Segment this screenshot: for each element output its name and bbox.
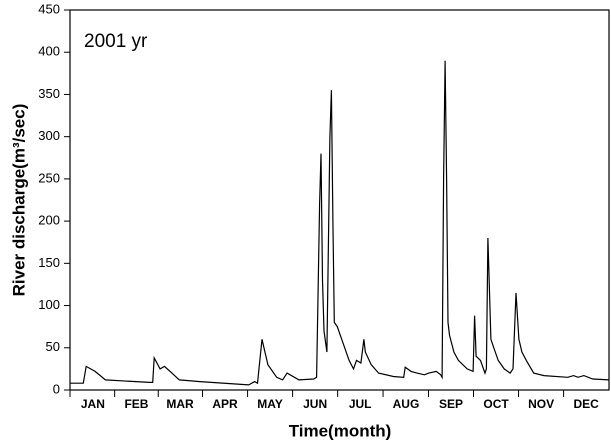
y-tick-label: 400: [38, 44, 60, 59]
x-tick-label: NOV: [528, 397, 554, 411]
x-tick-label: OCT: [483, 397, 509, 411]
data-line: [70, 60, 610, 386]
annotation: 2001 yr: [84, 31, 148, 52]
x-tick-label: JAN: [81, 397, 105, 411]
y-tick-label: 250: [38, 170, 60, 185]
x-tick-label: DEC: [573, 397, 599, 411]
x-tick-label: JUL: [349, 397, 372, 411]
y-tick-label: 200: [38, 213, 60, 228]
y-tick-label: 450: [38, 1, 60, 16]
y-tick-label: 50: [46, 339, 60, 354]
y-tick-label: 0: [53, 381, 60, 396]
x-tick-label: JUN: [303, 397, 327, 411]
y-axis-label: River discharge(m³/sec): [9, 104, 28, 297]
x-tick-label: APR: [212, 397, 238, 411]
x-tick-label: FEB: [124, 397, 148, 411]
y-tick-label: 100: [38, 297, 60, 312]
x-axis-label: Time(month): [289, 421, 392, 440]
x-tick-label: MAY: [257, 397, 283, 411]
x-tick-label: AUG: [393, 397, 420, 411]
x-tick-label: MAR: [166, 397, 194, 411]
plot-frame: [69, 9, 610, 391]
y-tick-label: 350: [38, 86, 60, 101]
y-tick-label: 300: [38, 128, 60, 143]
y-tick-label: 150: [38, 255, 60, 270]
x-tick-label: SEP: [439, 397, 463, 411]
